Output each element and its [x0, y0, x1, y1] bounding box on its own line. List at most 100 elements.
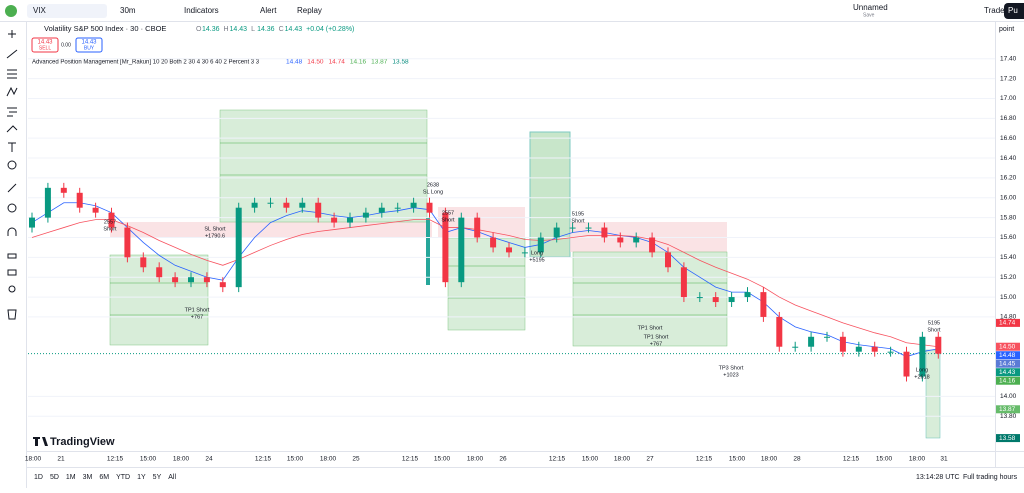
interval[interactable]: 30m	[120, 6, 136, 15]
range-button[interactable]: 1D	[34, 474, 43, 481]
symbol-search[interactable]	[27, 4, 107, 18]
x-tick-label: 15:00	[582, 456, 599, 463]
candle-body	[458, 217, 465, 283]
range-button[interactable]: 5D	[50, 474, 59, 481]
x-tick-label: 12:15	[549, 456, 566, 463]
candle-body	[92, 207, 99, 213]
candle-body	[410, 202, 417, 208]
trade-annotation: Long	[531, 250, 543, 256]
candle-body	[140, 257, 147, 268]
layout-name[interactable]: Unnamed	[853, 3, 888, 12]
alert-button[interactable]: Alert	[260, 6, 277, 15]
indicator-name: Advanced Position Management [Mr_Rakun] …	[32, 60, 260, 66]
price-tag-label: 14.48	[999, 352, 1016, 359]
x-tick-label: 12:15	[696, 456, 713, 463]
y-tick-label: 14.00	[1000, 393, 1017, 400]
moving-average	[31, 219, 939, 348]
trade-annotation: Short	[441, 217, 455, 223]
candle-body	[712, 297, 719, 303]
range-button[interactable]: All	[168, 474, 176, 481]
y-tick-label: 16.00	[1000, 194, 1017, 201]
x-tick-label: 21	[57, 456, 65, 463]
publish-button[interactable]	[1004, 3, 1024, 19]
candle-body	[887, 351, 894, 353]
range-button[interactable]: 5Y	[153, 474, 162, 481]
indicators-button[interactable]: Indicators	[184, 6, 219, 15]
price-tag	[996, 342, 1020, 351]
buy-button[interactable]	[75, 37, 103, 53]
price-tag	[996, 318, 1020, 327]
x-tick-label: 15:00	[287, 456, 304, 463]
spread: 0.00	[61, 42, 71, 48]
trade-annotation: SL Short	[204, 226, 226, 232]
candle-body	[744, 292, 751, 298]
x-tick-label: 18:00	[467, 456, 484, 463]
candle-body	[283, 202, 290, 208]
indicator-value: 13.58	[392, 59, 409, 66]
sell-button[interactable]	[31, 37, 59, 53]
candle-body	[935, 336, 942, 354]
candle-body	[903, 351, 910, 377]
trade-annotation: 5195	[928, 320, 940, 326]
trade-annotation: SL Long	[423, 189, 443, 195]
trade-annotation: +767	[650, 341, 662, 347]
clock: 13:14:28 UTC	[916, 474, 960, 481]
x-tick-label: 31	[940, 456, 948, 463]
trade-button[interactable]: Trade	[984, 6, 1005, 15]
symbol: VIX	[33, 6, 47, 15]
replay-button[interactable]: Replay	[297, 6, 322, 15]
plot: 17.40 17.20 17.00 16.80 16.60 16.40 16.20 16.00…	[25, 55, 1020, 463]
candle-body	[792, 346, 799, 348]
ohlc-legend: O 14.36 H 14.43 L 14.36 C 14.43 +0.04 (+0.28%)	[196, 26, 354, 33]
logo: TradingView	[50, 436, 115, 448]
y-tick-label: 16.20	[1000, 175, 1017, 182]
trade-annotation: +2618	[914, 374, 929, 380]
y-tick-label: 17.40	[1000, 55, 1017, 62]
x-tick-label: 12:15	[255, 456, 272, 463]
candle-body	[839, 336, 846, 352]
y-tick-label: 17.00	[1000, 95, 1017, 102]
ohlc-value: 14.36	[257, 26, 275, 33]
range-button[interactable]: 1Y	[137, 474, 146, 481]
candle-body	[251, 202, 258, 208]
range-button[interactable]: 3M	[83, 474, 93, 481]
y-tick-label: 15.00	[1000, 294, 1017, 301]
y-tick-label: 16.40	[1000, 155, 1017, 162]
candle-body	[871, 346, 878, 352]
drawing-tools[interactable]	[6, 30, 18, 320]
candle-body	[569, 227, 576, 229]
buy-label: BUY	[84, 45, 95, 51]
trade-annotation: Short	[103, 226, 117, 232]
buy-price: 14.43	[81, 40, 97, 46]
trade-annotation: +1023	[723, 372, 738, 378]
logo-mark	[33, 437, 48, 446]
session[interactable]: Full trading hours	[963, 474, 1018, 481]
y-tick-label: 15.60	[1000, 234, 1017, 241]
range-button[interactable]: 6M	[99, 474, 109, 481]
price-tag	[996, 434, 1020, 443]
candle-body	[808, 336, 815, 347]
trade-annotation: +767	[191, 314, 203, 320]
x-tick-label: 27	[646, 456, 654, 463]
range-button[interactable]: 1M	[66, 474, 76, 481]
candle-body	[108, 212, 115, 228]
trade-annotation: TP1 Short	[638, 325, 663, 331]
y-tick-label: 16.60	[1000, 135, 1017, 142]
price-tag-label: 13.58	[999, 435, 1016, 442]
candle-body	[219, 282, 226, 288]
indicator-value: 14.74	[329, 59, 346, 66]
trade-annotation: Long	[916, 367, 928, 373]
avatar[interactable]	[5, 5, 17, 17]
ohlc-label: O	[196, 26, 202, 33]
candle-body	[378, 207, 385, 213]
sell-price: 14.43	[37, 40, 53, 46]
candle-body	[617, 237, 624, 243]
range-button[interactable]: YTD	[116, 474, 130, 481]
y-tick-label: 15.80	[1000, 214, 1017, 221]
candle-body	[124, 227, 131, 258]
price-tag-label: 14.43	[999, 369, 1016, 376]
candle-body	[76, 192, 83, 208]
x-tick-label: 18:00	[25, 456, 42, 463]
candle-body	[665, 252, 671, 268]
x-tick-label: 26	[499, 456, 507, 463]
